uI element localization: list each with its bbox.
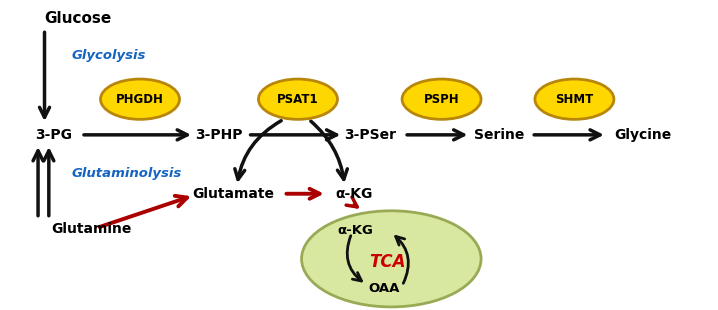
Ellipse shape <box>535 79 614 119</box>
Text: Glycolysis: Glycolysis <box>72 49 146 62</box>
Text: Glycine: Glycine <box>614 128 671 142</box>
Text: OAA: OAA <box>368 282 400 295</box>
Text: 3-PG: 3-PG <box>35 128 73 142</box>
Ellipse shape <box>258 79 337 119</box>
Text: Glutamate: Glutamate <box>192 187 274 201</box>
Text: α-KG: α-KG <box>337 224 373 237</box>
Text: 3-PSer: 3-PSer <box>344 128 396 142</box>
Text: Glutamine: Glutamine <box>52 222 132 237</box>
Text: PHGDH: PHGDH <box>116 93 164 106</box>
Ellipse shape <box>402 79 481 119</box>
Text: SHMT: SHMT <box>555 93 594 106</box>
Text: TCA: TCA <box>370 253 406 271</box>
Text: Glucose: Glucose <box>45 11 112 26</box>
Text: PSPH: PSPH <box>424 93 460 106</box>
Text: Glutaminolysis: Glutaminolysis <box>72 167 182 180</box>
Ellipse shape <box>101 79 180 119</box>
Text: 3-PHP: 3-PHP <box>195 128 243 142</box>
Text: Serine: Serine <box>474 128 524 142</box>
Ellipse shape <box>302 211 481 307</box>
Text: α-KG: α-KG <box>335 187 373 201</box>
Text: PSAT1: PSAT1 <box>277 93 319 106</box>
